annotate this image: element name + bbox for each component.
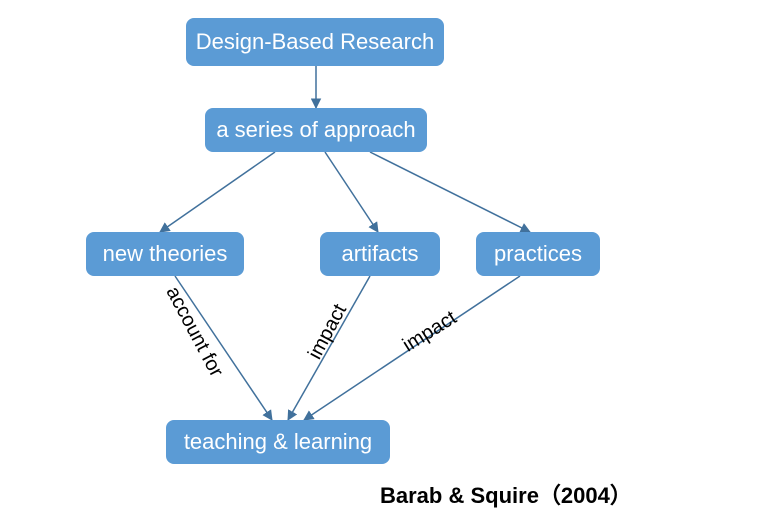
node-label: practices	[494, 241, 582, 267]
edge-approach-theories	[160, 152, 275, 232]
node-artifacts: artifacts	[320, 232, 440, 276]
node-label: teaching & learning	[184, 429, 372, 455]
edge-label-artifacts-teaching: impact	[304, 301, 352, 364]
node-label: a series of approach	[216, 117, 415, 143]
node-label: new theories	[103, 241, 228, 267]
node-design-based-research: Design-Based Research	[186, 18, 444, 66]
citation-label: Barab & Squire（2004）	[380, 483, 632, 508]
diagram-canvas: Design-Based Research a series of approa…	[0, 0, 768, 520]
citation-text: Barab & Squire（2004）	[380, 478, 632, 510]
node-series-of-approach: a series of approach	[205, 108, 427, 152]
node-new-theories: new theories	[86, 232, 244, 276]
edge-label-theories-teaching: account for	[161, 283, 228, 381]
edge-label-practices-teaching: impact	[399, 307, 461, 358]
edge-approach-practices	[370, 152, 530, 232]
node-teaching-learning: teaching & learning	[166, 420, 390, 464]
edge-approach-artifacts	[325, 152, 378, 232]
node-label: artifacts	[341, 241, 418, 267]
node-practices: practices	[476, 232, 600, 276]
node-label: Design-Based Research	[196, 29, 434, 55]
